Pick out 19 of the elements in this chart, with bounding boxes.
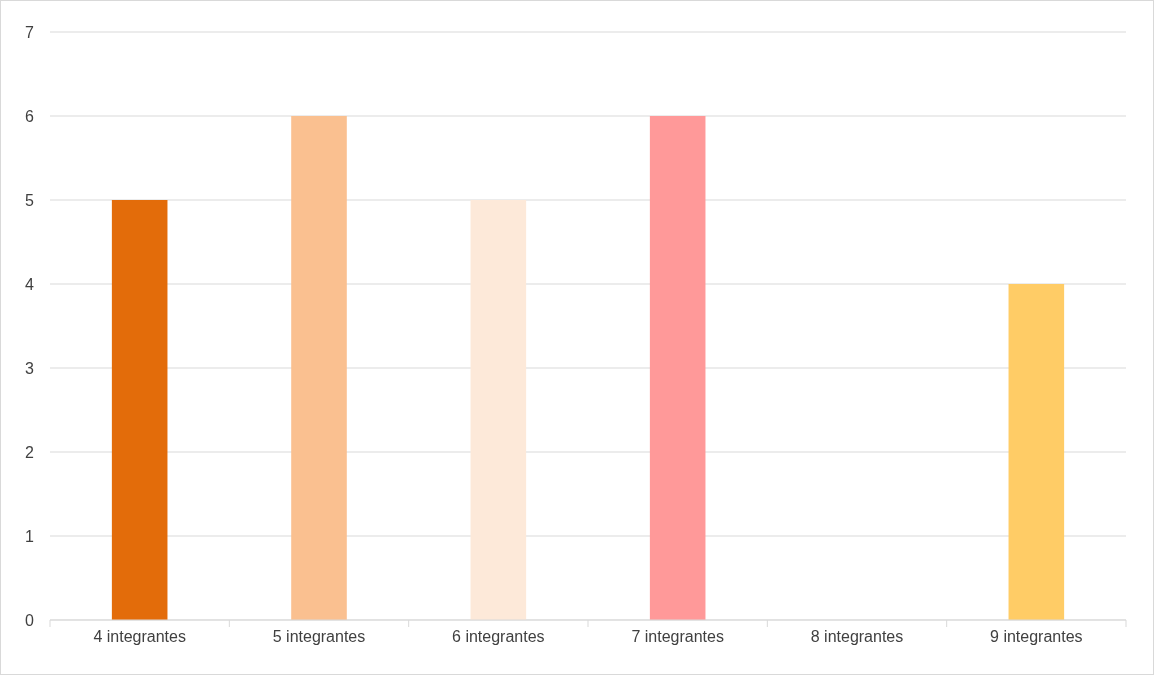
y-tick-label: 5 — [25, 191, 35, 209]
x-tick-label: 6 integrantes — [452, 628, 545, 645]
x-tick-label: 4 integrantes — [93, 628, 186, 645]
y-tick-label: 1 — [25, 527, 35, 545]
bar — [470, 200, 527, 620]
y-tick-label: 0 — [25, 611, 35, 629]
x-tick-label: 9 integrantes — [990, 628, 1083, 645]
x-tick-label: 5 integrantes — [272, 628, 366, 645]
y-tick-label: 3 — [25, 359, 35, 377]
x-tick-label: 8 integrantes — [810, 628, 904, 645]
x-tick-label: 7 integrantes — [631, 628, 724, 645]
y-tick-label: 7 — [25, 23, 35, 41]
y-tick-label: 4 — [25, 275, 35, 293]
y-tick-label: 2 — [25, 443, 35, 461]
bar — [291, 116, 347, 620]
bar — [111, 200, 168, 620]
y-tick-label: 6 — [25, 107, 35, 125]
bar — [649, 116, 706, 620]
bar — [1008, 284, 1065, 620]
